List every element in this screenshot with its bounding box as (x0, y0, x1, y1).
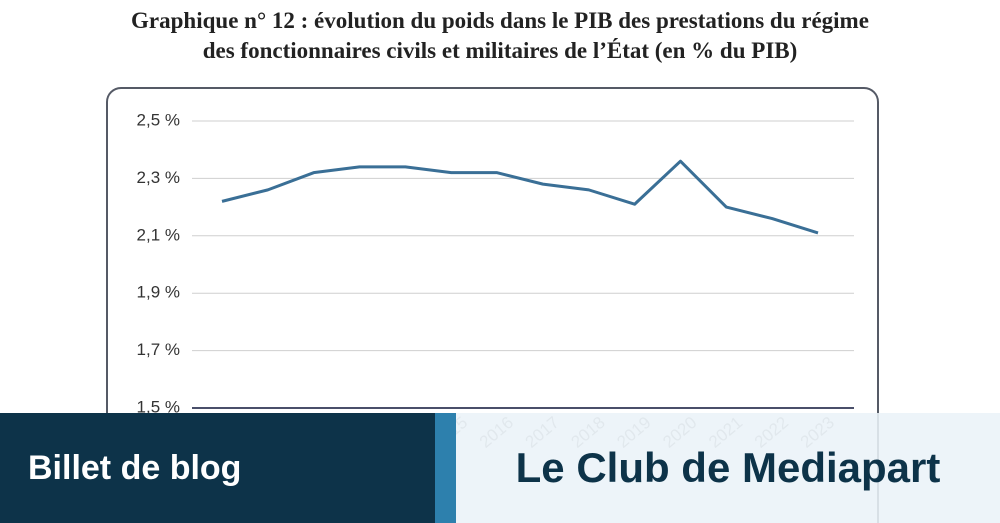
y-tick-label: 1,9 % (137, 283, 180, 302)
banner-right: Le Club de Mediapart (456, 413, 1000, 523)
data-line (221, 159, 819, 235)
y-tick-label: 2,1 % (137, 225, 180, 244)
chart-title: Graphique n° 12 : évolution du poids dan… (0, 6, 1000, 66)
title-line: Graphique n° 12 : évolution du poids dan… (131, 8, 869, 33)
y-tick-label: 1,7 % (137, 340, 180, 359)
title-line: des fonctionnaires civils et militaires … (202, 38, 798, 63)
y-tick-label: 2,5 % (137, 110, 180, 129)
y-tick-label: 2,3 % (137, 168, 180, 187)
banner-left: Billet de blog (0, 413, 435, 523)
y-tick-label: 1,5 % (137, 397, 180, 416)
banner-stripe (435, 413, 456, 523)
